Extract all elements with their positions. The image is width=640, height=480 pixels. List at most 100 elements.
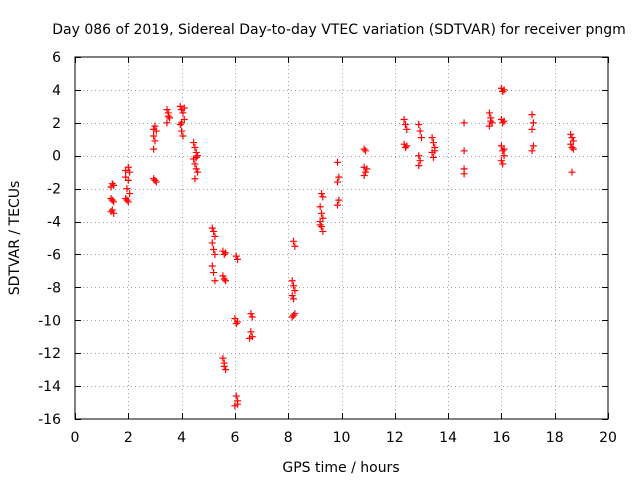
data-point [110, 181, 118, 189]
data-point [150, 132, 158, 140]
data-point [499, 119, 507, 127]
data-point [318, 209, 326, 217]
y-tick-label: -8 [47, 280, 61, 296]
y-tick-label: -6 [47, 247, 61, 263]
data-point [108, 180, 116, 188]
data-point [416, 157, 424, 165]
x-tick-label: 10 [333, 430, 351, 446]
data-point [179, 132, 187, 140]
data-point [500, 117, 508, 125]
data-point [219, 354, 227, 362]
data-point [246, 334, 254, 342]
data-point [211, 250, 219, 258]
data-point [316, 203, 324, 211]
data-point [460, 119, 468, 127]
data-point [220, 359, 228, 367]
x-tick-label: 8 [284, 430, 293, 446]
data-point [176, 120, 184, 128]
data-point [416, 127, 424, 135]
data-point [108, 206, 116, 214]
data-point [497, 157, 505, 165]
data-point [234, 255, 242, 263]
data-point [487, 117, 495, 125]
data-point [290, 311, 298, 319]
x-tick-label: 14 [439, 430, 457, 446]
data-point [123, 196, 131, 204]
data-point [126, 168, 134, 176]
data-point [166, 114, 174, 122]
y-tick-label: -2 [47, 182, 61, 198]
data-point [247, 310, 255, 318]
data-point [291, 287, 299, 295]
data-point [528, 125, 536, 133]
data-point [334, 158, 342, 166]
data-point [291, 242, 299, 250]
data-point [220, 275, 228, 283]
y-tick-label: 2 [52, 116, 61, 132]
data-point [569, 145, 577, 153]
data-point [152, 178, 160, 186]
y-tick-label: -12 [38, 346, 61, 362]
data-point [500, 145, 508, 153]
x-tick-label: 20 [599, 430, 617, 446]
data-point [334, 201, 342, 209]
grid [75, 57, 608, 419]
data-point [400, 116, 408, 124]
data-point [499, 160, 507, 168]
data-point [152, 127, 160, 135]
data-point [110, 209, 118, 217]
data-point [164, 112, 172, 120]
data-point [163, 119, 171, 127]
y-tick-label: 4 [52, 83, 61, 99]
data-point [210, 227, 218, 235]
data-point [108, 196, 116, 204]
data-point [151, 122, 159, 130]
data-point [247, 328, 255, 336]
data-point [210, 246, 218, 254]
data-point [290, 282, 298, 290]
y-tick-label: -14 [38, 379, 61, 395]
data-point [192, 153, 200, 161]
data-point [219, 272, 227, 280]
data-point [178, 127, 186, 135]
data-point [208, 224, 216, 232]
data-point [290, 295, 298, 303]
data-point [210, 269, 218, 277]
data-point [211, 277, 219, 285]
data-point [361, 168, 369, 176]
x-tick-label: 12 [386, 430, 404, 446]
y-tick-label: 0 [52, 149, 61, 165]
data-point [360, 145, 368, 153]
data-point [222, 277, 230, 285]
data-point [360, 171, 368, 179]
data-point [316, 221, 324, 229]
data-point [178, 119, 186, 127]
data-point [528, 111, 536, 119]
data-point [123, 185, 131, 193]
x-tick-label: 18 [546, 430, 564, 446]
data-point [319, 227, 327, 235]
data-points [107, 84, 577, 410]
data-point [248, 313, 256, 321]
data-point [403, 125, 411, 133]
data-point [403, 142, 411, 150]
x-tick-label: 16 [492, 430, 510, 446]
data-point [288, 292, 296, 300]
data-point [363, 165, 371, 173]
data-point [190, 139, 198, 147]
data-point [318, 190, 326, 198]
data-point [208, 239, 216, 247]
data-point [568, 144, 576, 151]
data-point [110, 198, 118, 206]
data-point [529, 119, 537, 127]
data-point [567, 130, 575, 138]
data-point [234, 318, 242, 326]
data-point [232, 320, 240, 328]
data-point [417, 134, 425, 142]
data-point [232, 392, 240, 400]
data-point [485, 122, 493, 130]
data-point [568, 134, 576, 142]
data-point [401, 144, 409, 151]
data-point [220, 250, 228, 258]
